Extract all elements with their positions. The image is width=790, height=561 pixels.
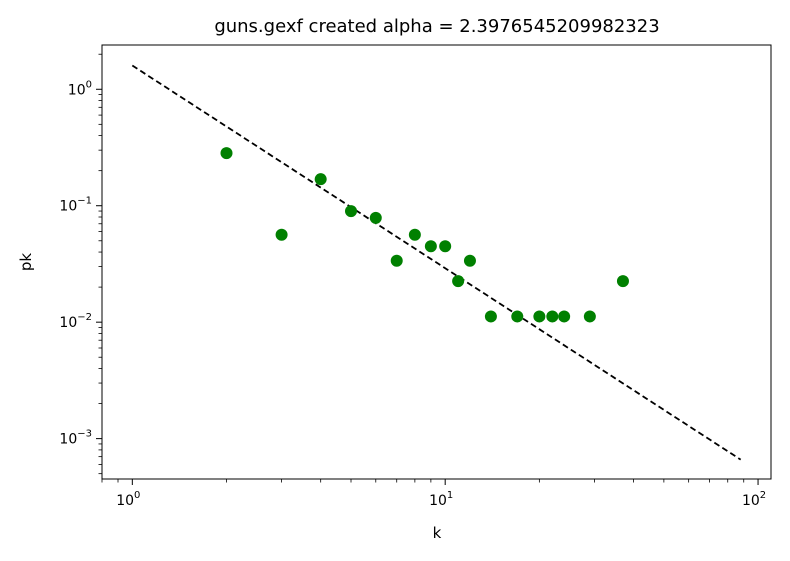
- x-axis-label: k: [433, 524, 442, 542]
- fit-line-layer: [131, 64, 742, 461]
- x-tick-label: 101: [429, 490, 453, 509]
- x-tick-label: 102: [742, 490, 766, 509]
- data-point: [424, 240, 437, 253]
- data-point: [511, 310, 524, 323]
- data-point: [408, 228, 421, 241]
- data-point: [314, 173, 327, 186]
- data-point: [583, 310, 596, 323]
- x-tick-label: 100: [116, 490, 140, 509]
- data-point: [452, 275, 465, 288]
- data-point: [616, 275, 629, 288]
- plot-area: [96, 44, 772, 485]
- data-point: [463, 254, 476, 267]
- data-point: [220, 147, 233, 160]
- power-law-fit-line: [131, 64, 742, 461]
- data-points: [220, 147, 629, 323]
- y-tick-label: 10−1: [59, 196, 92, 215]
- y-tick-label: 100: [68, 79, 92, 98]
- data-point: [369, 211, 382, 224]
- data-point: [275, 228, 288, 241]
- plot-frame: [101, 44, 772, 480]
- chart-title: guns.gexf created alpha = 2.397654520998…: [214, 16, 659, 37]
- major-ticks: [96, 88, 759, 485]
- data-point: [533, 310, 546, 323]
- y-tick-label: 10−2: [59, 312, 92, 331]
- data-point: [484, 310, 497, 323]
- data-point: [439, 240, 452, 253]
- minor-ticks: [98, 53, 745, 483]
- data-point: [345, 205, 358, 218]
- y-tick-label: 10−3: [59, 429, 92, 448]
- data-point: [546, 310, 559, 323]
- data-point: [390, 254, 403, 267]
- y-axis-label: pk: [17, 253, 35, 272]
- data-point: [558, 310, 571, 323]
